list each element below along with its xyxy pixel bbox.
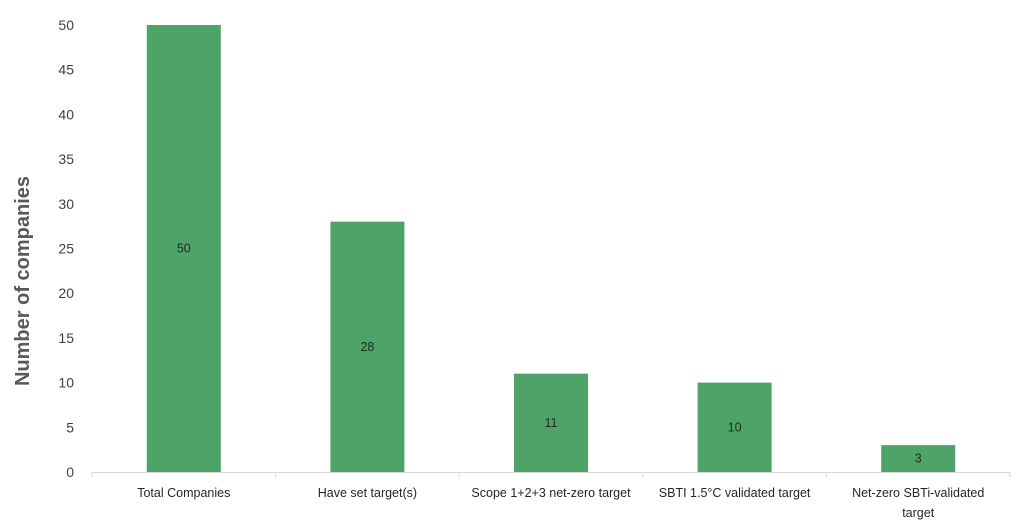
category-label: Scope 1+2+3 net-zero target	[471, 486, 631, 500]
x-axis-tick-marks	[91, 472, 1011, 477]
data-labels: 50 28 11 10 3	[177, 242, 922, 466]
bar	[514, 373, 588, 472]
y-tick-label: 45	[58, 62, 74, 78]
y-axis-ticks: 0 5 10 15 20 25 30 35 40 45 50	[58, 17, 74, 480]
bar	[146, 25, 221, 472]
data-label: 3	[915, 452, 922, 466]
y-tick-label: 0	[66, 464, 74, 480]
category-label: Total Companies	[137, 486, 230, 500]
y-tick-label: 20	[58, 285, 74, 301]
bar	[881, 445, 956, 472]
category-label: SBTI 1.5°C validated target	[659, 486, 811, 500]
y-tick-label: 50	[58, 17, 74, 33]
y-axis-title: Number of companies	[12, 176, 34, 386]
y-tick-label: 40	[58, 106, 74, 122]
data-label: 10	[728, 420, 742, 434]
category-label: target	[902, 506, 934, 520]
bar	[330, 221, 405, 472]
y-tick-label: 5	[66, 419, 74, 435]
data-label: 28	[360, 340, 374, 354]
y-tick-label: 10	[58, 375, 74, 391]
data-label: 11	[545, 416, 558, 430]
category-label: Net-zero SBTi-validated	[852, 486, 984, 500]
category-labels: Total Companies Have set target(s) Scope 1…	[137, 486, 984, 520]
y-tick-label: 25	[58, 241, 74, 257]
category-label: Have set target(s)	[318, 486, 417, 500]
y-tick-label: 15	[58, 330, 74, 346]
y-tick-label: 30	[58, 196, 74, 212]
bar	[697, 382, 772, 472]
data-label: 50	[177, 242, 191, 256]
bars	[146, 25, 956, 472]
y-tick-label: 35	[58, 151, 74, 167]
